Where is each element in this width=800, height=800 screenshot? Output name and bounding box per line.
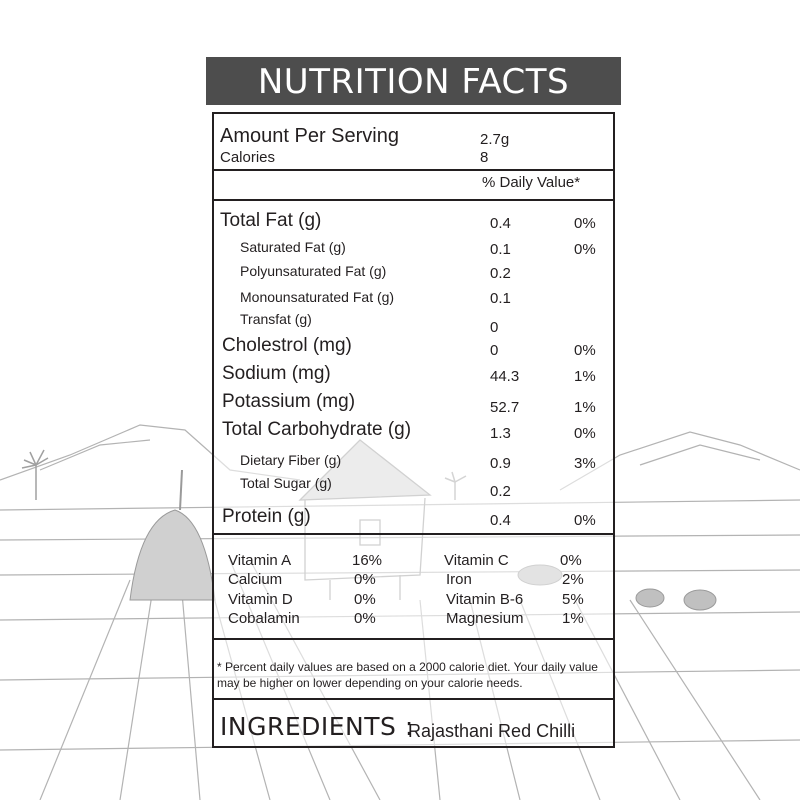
vitamin-value: 0% xyxy=(354,571,376,588)
nutrient-daily-value: 0% xyxy=(574,215,596,232)
calories-label: Calories xyxy=(220,149,276,166)
vitamin-value: 0% xyxy=(354,610,376,627)
ingredients-label: INGREDIENTS : xyxy=(220,712,414,741)
vitamin-value: 16% xyxy=(352,552,383,569)
nutrient-daily-value: 1% xyxy=(574,399,596,416)
nutrient-amount: 0.2 xyxy=(490,265,511,282)
vitamin-label: Calcium xyxy=(228,571,283,588)
vitamin-value: 2% xyxy=(562,571,584,588)
footnote: * Percent daily values are based on a 20… xyxy=(217,660,598,690)
nutrition-facts-panel: Amount Per Serving 2.7g Calories 8 % Dai… xyxy=(212,112,615,748)
vitamin-label: Iron xyxy=(446,571,472,588)
vitamin-label: Vitamin C xyxy=(444,552,509,569)
nutrient-amount: 0.1 xyxy=(490,290,511,307)
vitamin-value: 0% xyxy=(560,552,582,569)
vitamin-label: Vitamin B-6 xyxy=(446,591,524,608)
vitamin-label: Magnesium xyxy=(446,610,524,627)
nutrient-label: Cholestrol (mg) xyxy=(222,335,352,356)
nutrient-amount: 0 xyxy=(490,319,499,336)
nutrient-amount: 0.4 xyxy=(490,215,511,232)
nutrient-amount: 0.1 xyxy=(490,241,511,258)
nutrient-label: Saturated Fat (g) xyxy=(240,239,346,255)
nutrient-amount: 1.3 xyxy=(490,425,511,442)
nutrient-label: Sodium (mg) xyxy=(222,363,331,384)
nutrient-amount: 0 xyxy=(490,342,499,359)
nutrient-daily-value: 3% xyxy=(574,455,596,472)
vitamin-value: 1% xyxy=(562,610,584,627)
calories-value: 8 xyxy=(480,149,489,166)
daily-value-header: % Daily Value* xyxy=(482,174,581,191)
nutrient-label: Monounsaturated Fat (g) xyxy=(240,289,395,305)
nutrient-daily-value: 0% xyxy=(574,241,596,258)
nutrient-daily-value: 0% xyxy=(574,342,596,359)
vitamin-label: Vitamin A xyxy=(228,552,292,569)
nutrient-daily-value: 1% xyxy=(574,368,596,385)
nutrient-label: Total Carbohydrate (g) xyxy=(222,419,412,440)
vitamin-label: Vitamin D xyxy=(228,591,293,608)
nutrient-amount: 44.3 xyxy=(490,368,520,385)
nutrient-amount: 52.7 xyxy=(490,399,520,416)
nutrient-label: Transfat (g) xyxy=(240,311,312,327)
nutrient-amount: 0.9 xyxy=(490,455,511,472)
nutrient-label: Polyunsaturated Fat (g) xyxy=(240,263,387,279)
vitamin-label: Cobalamin xyxy=(228,610,300,627)
nutrient-label: Dietary Fiber (g) xyxy=(240,452,342,468)
nutrient-daily-value: 0% xyxy=(574,512,596,529)
nutrient-label: Protein (g) xyxy=(222,506,311,527)
nutrient-label: Potassium (mg) xyxy=(222,391,356,412)
nutrient-label: Total Sugar (g) xyxy=(240,475,332,491)
vitamin-value: 0% xyxy=(354,591,376,608)
divider xyxy=(214,199,613,201)
nutrient-label: Total Fat (g) xyxy=(220,210,322,231)
vitamin-value: 5% xyxy=(562,591,584,608)
nutrient-amount: 0.4 xyxy=(490,512,511,529)
amount-per-serving-value: 2.7g xyxy=(480,131,510,148)
divider xyxy=(214,698,613,700)
nutrient-amount: 0.2 xyxy=(490,483,511,500)
divider xyxy=(214,169,613,171)
amount-per-serving-label: Amount Per Serving xyxy=(220,125,399,147)
divider xyxy=(214,638,613,640)
nutrition-facts-title: NUTRITION FACTS xyxy=(206,57,621,105)
divider xyxy=(214,533,613,535)
ingredients-value: Rajasthani Red Chilli xyxy=(408,721,576,741)
nutrient-daily-value: 0% xyxy=(574,425,596,442)
